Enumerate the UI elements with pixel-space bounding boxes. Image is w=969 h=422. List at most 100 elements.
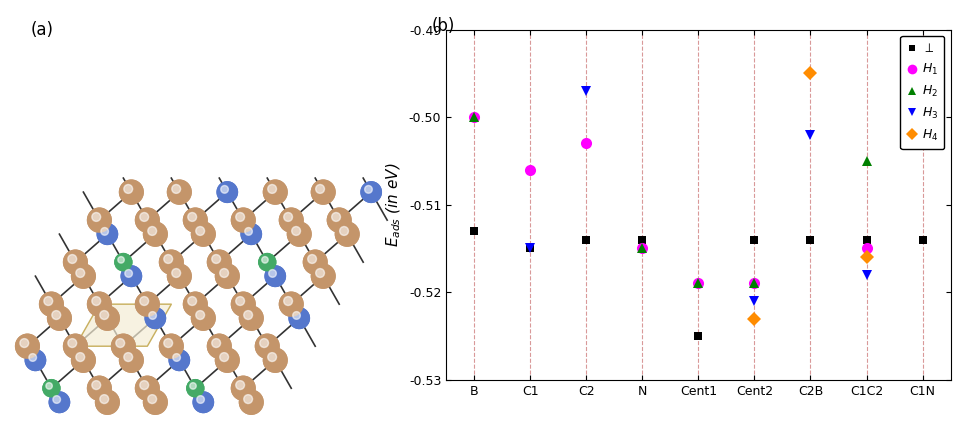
Circle shape — [97, 223, 118, 245]
Circle shape — [191, 222, 215, 247]
Circle shape — [182, 292, 207, 317]
Circle shape — [191, 222, 215, 247]
Circle shape — [71, 263, 96, 289]
Circle shape — [334, 222, 359, 247]
Circle shape — [39, 292, 64, 317]
Circle shape — [44, 297, 52, 306]
Circle shape — [144, 307, 166, 329]
Circle shape — [52, 311, 61, 319]
Circle shape — [267, 184, 276, 193]
Circle shape — [197, 396, 204, 403]
Circle shape — [284, 213, 293, 222]
Circle shape — [284, 297, 293, 306]
Circle shape — [211, 254, 220, 263]
Circle shape — [114, 253, 133, 271]
Circle shape — [339, 227, 348, 235]
Circle shape — [124, 353, 133, 362]
Circle shape — [29, 354, 37, 361]
Circle shape — [186, 379, 204, 398]
Circle shape — [240, 223, 262, 245]
Circle shape — [231, 292, 256, 317]
Circle shape — [100, 311, 109, 319]
Circle shape — [87, 376, 111, 401]
Circle shape — [172, 354, 180, 361]
Circle shape — [100, 395, 109, 403]
Circle shape — [142, 390, 168, 415]
Circle shape — [235, 381, 244, 390]
Circle shape — [302, 249, 328, 275]
Circle shape — [76, 268, 84, 277]
Circle shape — [167, 263, 192, 289]
Circle shape — [125, 270, 133, 277]
Circle shape — [238, 306, 264, 331]
Circle shape — [182, 208, 207, 233]
Circle shape — [310, 179, 335, 205]
Circle shape — [120, 265, 142, 287]
Circle shape — [43, 379, 60, 398]
Circle shape — [331, 213, 340, 222]
Circle shape — [159, 249, 184, 275]
Circle shape — [76, 353, 84, 362]
Circle shape — [119, 179, 143, 205]
Circle shape — [63, 249, 88, 275]
Circle shape — [140, 297, 148, 306]
Circle shape — [293, 311, 300, 319]
Circle shape — [188, 297, 197, 306]
Circle shape — [48, 391, 70, 413]
Circle shape — [211, 338, 220, 347]
Circle shape — [125, 270, 133, 277]
Circle shape — [292, 227, 300, 235]
Circle shape — [197, 396, 204, 403]
Circle shape — [124, 353, 133, 362]
Circle shape — [265, 265, 286, 287]
Circle shape — [235, 297, 244, 306]
Circle shape — [142, 390, 168, 415]
Circle shape — [258, 253, 276, 271]
Circle shape — [172, 184, 180, 193]
Circle shape — [221, 186, 228, 193]
Circle shape — [92, 381, 101, 390]
Circle shape — [135, 376, 160, 401]
Circle shape — [76, 353, 84, 362]
Circle shape — [92, 381, 101, 390]
Circle shape — [101, 227, 109, 235]
Text: (b): (b) — [431, 17, 454, 35]
Circle shape — [68, 338, 77, 347]
Circle shape — [159, 249, 184, 275]
Circle shape — [164, 338, 172, 347]
Circle shape — [364, 186, 372, 193]
Circle shape — [216, 181, 237, 203]
Circle shape — [206, 249, 232, 275]
Circle shape — [206, 333, 232, 359]
Circle shape — [278, 292, 303, 317]
Circle shape — [114, 253, 133, 271]
Circle shape — [263, 179, 288, 205]
Circle shape — [172, 354, 180, 361]
Circle shape — [43, 379, 60, 398]
Circle shape — [235, 213, 244, 222]
Circle shape — [53, 396, 60, 403]
Circle shape — [231, 208, 256, 233]
Circle shape — [68, 338, 77, 347]
Circle shape — [71, 348, 96, 373]
Circle shape — [92, 213, 101, 222]
Circle shape — [265, 265, 286, 287]
Circle shape — [164, 254, 172, 263]
Polygon shape — [76, 304, 172, 346]
Circle shape — [20, 338, 29, 347]
Circle shape — [238, 390, 264, 415]
Circle shape — [142, 222, 168, 247]
Circle shape — [68, 254, 77, 263]
Circle shape — [48, 391, 70, 413]
Circle shape — [214, 263, 239, 289]
Circle shape — [235, 381, 244, 390]
Y-axis label: $E_{ads}$ (in eV): $E_{ads}$ (in eV) — [385, 162, 403, 247]
Circle shape — [327, 208, 352, 233]
Circle shape — [310, 263, 335, 289]
Circle shape — [196, 227, 204, 235]
Circle shape — [263, 348, 288, 373]
Circle shape — [110, 333, 136, 359]
Circle shape — [260, 338, 268, 347]
Circle shape — [220, 268, 229, 277]
Circle shape — [76, 268, 84, 277]
